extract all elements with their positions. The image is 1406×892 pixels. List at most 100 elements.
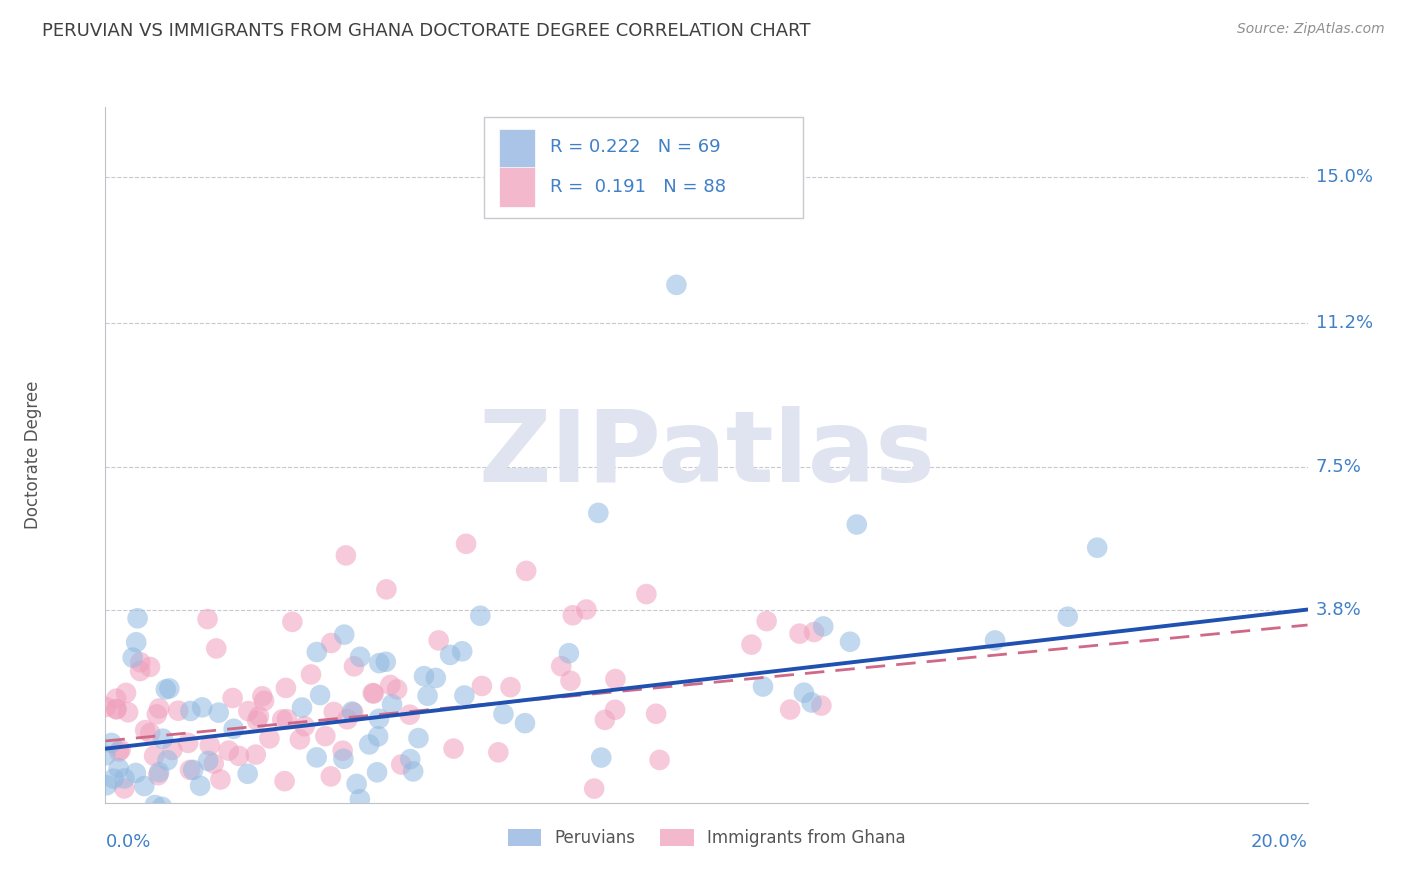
Point	[322, 705, 344, 719]
FancyBboxPatch shape	[499, 129, 534, 169]
Point	[94, 748, 117, 763]
Point	[335, 549, 357, 563]
Point	[380, 678, 402, 692]
Text: 0.0%: 0.0%	[105, 833, 150, 851]
Point	[346, 777, 368, 791]
FancyBboxPatch shape	[484, 118, 803, 219]
Point	[197, 754, 219, 768]
Point	[240, 821, 263, 835]
Point	[636, 587, 658, 601]
Point	[197, 612, 219, 626]
Point	[486, 745, 509, 759]
Point	[156, 753, 179, 767]
Point	[1056, 609, 1078, 624]
Point	[779, 702, 801, 716]
Point	[148, 701, 170, 715]
Point	[560, 673, 582, 688]
Point	[366, 765, 388, 780]
Point	[221, 691, 243, 706]
Point	[115, 686, 138, 700]
Point	[492, 706, 515, 721]
Point	[561, 608, 583, 623]
Point	[118, 815, 141, 830]
Point	[558, 646, 581, 660]
Point	[107, 761, 129, 775]
Point	[145, 827, 167, 841]
Point	[299, 667, 322, 681]
Point	[398, 707, 420, 722]
Point	[451, 644, 474, 658]
Point	[263, 814, 285, 829]
Point	[228, 748, 250, 763]
Point	[416, 689, 439, 703]
Point	[117, 705, 139, 719]
Point	[236, 766, 259, 780]
Text: ZIPatlas: ZIPatlas	[478, 407, 935, 503]
Point	[148, 768, 170, 782]
Point	[603, 703, 626, 717]
Point	[340, 705, 363, 719]
Point	[104, 827, 127, 841]
Point	[108, 745, 131, 759]
Point	[402, 764, 425, 779]
Point	[141, 814, 163, 829]
Point	[209, 772, 232, 787]
Point	[513, 716, 536, 731]
Point	[332, 752, 354, 766]
Point	[246, 714, 269, 728]
Text: 7.5%: 7.5%	[1316, 458, 1362, 475]
Point	[134, 723, 156, 738]
Text: 15.0%: 15.0%	[1316, 168, 1372, 186]
Text: Doctorate Degree: Doctorate Degree	[24, 381, 42, 529]
Point	[367, 729, 389, 743]
Point	[100, 806, 122, 821]
Point	[425, 671, 447, 685]
Point	[342, 706, 364, 720]
Point	[333, 627, 356, 641]
Point	[583, 781, 606, 796]
Point	[755, 614, 778, 628]
Point	[252, 690, 274, 704]
Point	[752, 680, 775, 694]
Point	[309, 688, 332, 702]
Point	[245, 747, 267, 762]
Point	[645, 706, 668, 721]
Point	[202, 756, 225, 771]
Text: 3.8%: 3.8%	[1316, 600, 1361, 618]
Point	[105, 702, 128, 716]
Point	[276, 712, 298, 726]
Point	[167, 704, 190, 718]
Text: 11.2%: 11.2%	[1316, 315, 1374, 333]
Point	[125, 766, 148, 780]
Point	[454, 537, 477, 551]
Point	[839, 634, 862, 648]
Point	[319, 769, 342, 783]
Point	[238, 704, 260, 718]
Point	[96, 778, 118, 792]
Point	[291, 700, 314, 714]
Point	[550, 659, 572, 673]
Point	[103, 772, 125, 786]
Point	[349, 792, 371, 806]
Point	[381, 698, 404, 712]
Point	[413, 669, 436, 683]
Point	[134, 779, 156, 793]
Point	[198, 739, 221, 753]
Point	[984, 633, 1007, 648]
Point	[121, 650, 143, 665]
Point	[155, 682, 177, 697]
Point	[125, 635, 148, 649]
Point	[385, 682, 408, 697]
Point	[139, 726, 162, 740]
Point	[143, 748, 166, 763]
Point	[368, 712, 391, 726]
Point	[181, 763, 204, 777]
Text: PERUVIAN VS IMMIGRANTS FROM GHANA DOCTORATE DEGREE CORRELATION CHART: PERUVIAN VS IMMIGRANTS FROM GHANA DOCTOR…	[42, 22, 811, 40]
Point	[471, 679, 494, 693]
Point	[648, 753, 671, 767]
Point	[274, 681, 297, 695]
Point	[162, 743, 184, 757]
Point	[336, 712, 359, 726]
Point	[122, 813, 145, 827]
Point	[179, 704, 201, 718]
